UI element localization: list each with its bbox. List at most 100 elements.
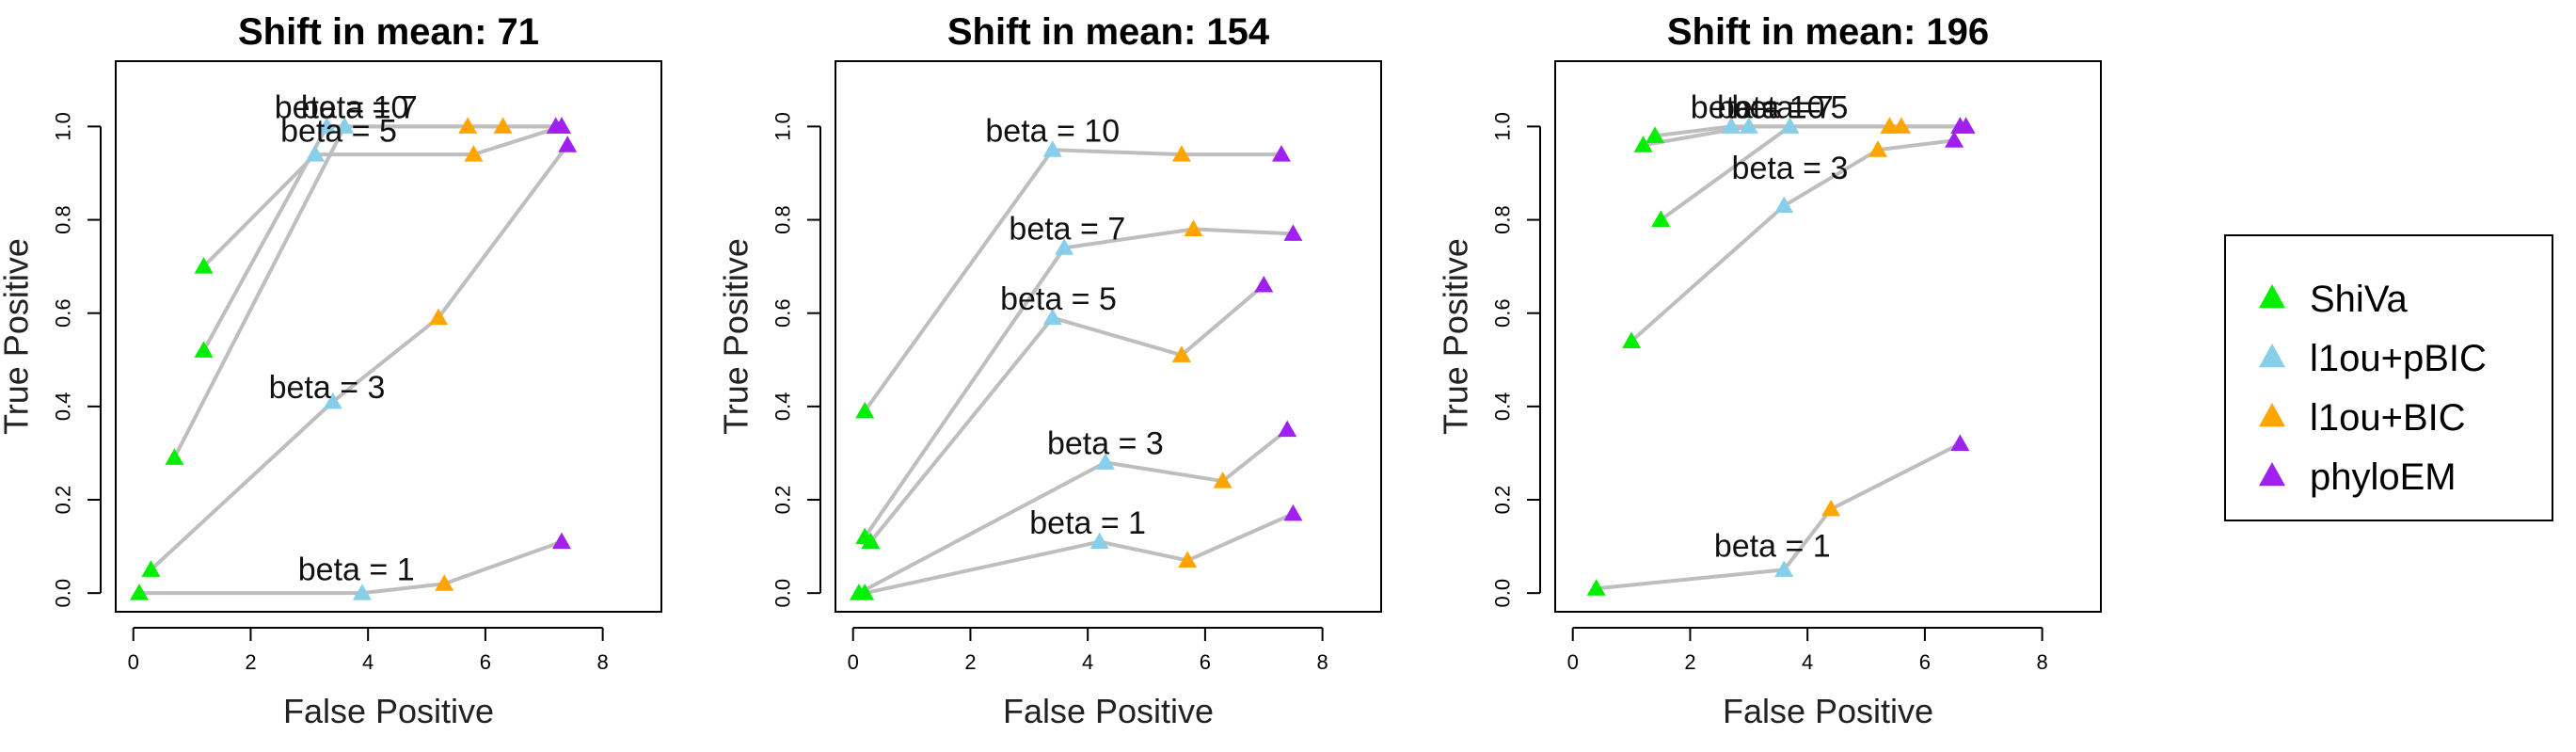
data-point-marker <box>1283 504 1303 521</box>
x-tick-label: 8 <box>1317 650 1328 674</box>
data-point-marker <box>1633 136 1653 152</box>
data-point-marker <box>129 584 149 600</box>
series-label: beta = 7 <box>1717 90 1834 126</box>
data-point-marker <box>551 117 571 134</box>
series-line <box>172 124 562 459</box>
x-tick-label: 2 <box>964 650 976 674</box>
series-label: beta = 7 <box>301 90 418 126</box>
data-point-marker <box>306 145 326 162</box>
data-point-marker <box>335 117 355 134</box>
data-point-marker <box>1278 420 1297 438</box>
y-tick-label: 0.0 <box>771 579 795 608</box>
plot-frame <box>835 60 1382 613</box>
data-point-marker <box>1055 238 1074 255</box>
data-point-marker <box>1880 117 1900 134</box>
legend: ShiVa l1ou+pBIC l1ou+BIC phyloEM <box>2224 234 2553 521</box>
y-tick-label: 0.6 <box>771 298 795 328</box>
data-point-marker <box>435 574 454 591</box>
chart-panel-2: Shift in mean: 154 0 2 4 6 8 False Positive 0.0… <box>717 11 1382 730</box>
data-point-marker <box>1651 210 1671 228</box>
series-label: beta = 5 <box>1000 281 1117 317</box>
x-tick-label: 4 <box>1082 650 1093 674</box>
data-point-marker <box>429 308 449 326</box>
data-point-marker <box>1821 499 1841 517</box>
x-tick-label: 4 <box>362 650 374 674</box>
data-point-marker <box>458 117 478 134</box>
series-line <box>858 428 1289 595</box>
series-label: beta = 1 <box>1714 529 1831 565</box>
x-tick-label: 6 <box>1200 650 1211 674</box>
legend-marker-4 <box>2259 462 2285 487</box>
y-tick-label: 1.0 <box>1491 112 1515 141</box>
data-point-marker <box>1774 560 1794 577</box>
data-point-marker <box>551 532 571 550</box>
y-tick-label: 0.4 <box>52 392 75 422</box>
data-point-marker <box>1739 117 1758 134</box>
x-tick-label: 2 <box>245 650 256 674</box>
data-point-marker <box>1171 145 1191 162</box>
y-tick-label: 0.8 <box>1491 205 1515 234</box>
data-point-marker <box>1622 331 1642 348</box>
series-label: beta = 10 <box>985 113 1120 149</box>
chart-panel-1: Shift in mean: 71 0 2 4 6 8 False Positive 0.0 0… <box>0 11 662 730</box>
chart-panel-3: Shift in mean: 196 0 2 4 6 8 False Positive 0.0… <box>1437 11 2102 730</box>
x-tick-label: 0 <box>848 650 859 674</box>
data-point-marker <box>855 401 875 419</box>
data-point-marker <box>855 527 875 545</box>
data-point-marker <box>194 341 214 358</box>
series-label: beta = 3 <box>1732 151 1849 186</box>
data-point-marker <box>1950 117 1970 134</box>
series-line <box>863 227 1294 538</box>
y-tick-label: 0.4 <box>1491 392 1515 422</box>
x-axis-label: False Positive <box>1003 692 1214 730</box>
data-point-marker <box>558 136 578 152</box>
y-axis-label: True Positive <box>0 238 36 435</box>
data-point-marker <box>1774 196 1794 214</box>
series-line <box>1596 441 1962 591</box>
x-tick-label: 2 <box>1684 650 1695 674</box>
legend-marker-2 <box>2259 344 2285 368</box>
series-line <box>138 539 563 596</box>
series-line <box>863 148 1281 412</box>
y-tick-label: 1.0 <box>771 112 795 141</box>
plot-frame <box>1554 60 2102 613</box>
series-line <box>868 283 1265 543</box>
series-line <box>1643 124 1961 148</box>
data-point-marker <box>1042 140 1062 157</box>
legend-label: phyloEM <box>2310 456 2457 498</box>
data-point-marker <box>1646 126 1665 143</box>
series-label: beta = 5 <box>1732 90 1849 126</box>
data-point-marker <box>1945 131 1964 148</box>
data-point-marker <box>1042 308 1062 326</box>
data-point-marker <box>1171 345 1191 362</box>
data-point-marker <box>849 584 868 600</box>
data-point-marker <box>1722 117 1741 134</box>
legend-label: l1ou+BIC <box>2310 397 2466 439</box>
legend-marker-3 <box>2259 403 2285 427</box>
data-point-marker <box>1283 224 1303 241</box>
series-label: beta = 7 <box>1009 211 1125 247</box>
data-point-marker <box>317 117 337 134</box>
data-point-marker <box>141 560 161 577</box>
data-point-marker <box>1271 145 1291 162</box>
data-point-marker <box>1213 472 1232 488</box>
x-axis-label: False Positive <box>1723 692 1933 730</box>
series-label: beta = 10 <box>1691 90 1825 126</box>
legend-label: ShiVa <box>2310 279 2409 320</box>
data-point-marker <box>165 448 184 465</box>
series-label: beta = 1 <box>1029 505 1146 541</box>
series-label: beta = 5 <box>280 113 397 149</box>
x-tick-label: 0 <box>128 650 139 674</box>
y-tick-label: 0.0 <box>52 579 75 608</box>
y-tick-label: 1.0 <box>52 112 75 141</box>
legend-marker-1 <box>2259 284 2285 309</box>
legend-box <box>2224 234 2553 521</box>
chart-title: Shift in mean: 154 <box>947 11 1270 53</box>
x-tick-label: 0 <box>1567 650 1579 674</box>
x-tick-label: 8 <box>2037 650 2048 674</box>
y-axis-label: True Positive <box>717 238 755 435</box>
series-label: beta = 1 <box>298 552 415 587</box>
series-line <box>150 144 569 571</box>
series-line <box>864 512 1295 596</box>
